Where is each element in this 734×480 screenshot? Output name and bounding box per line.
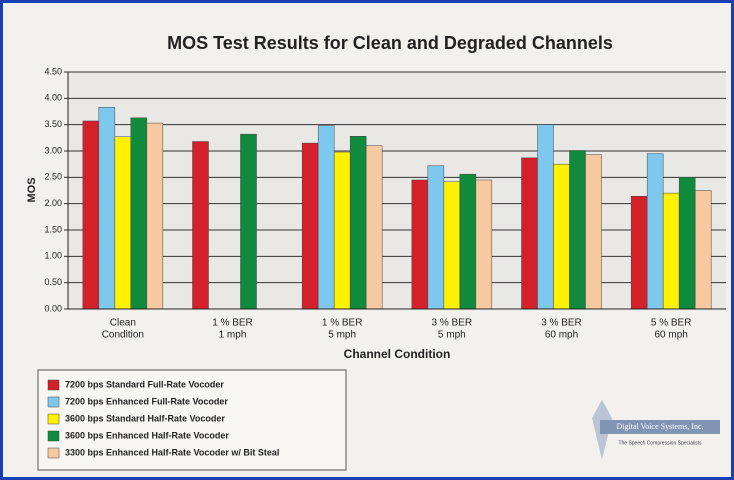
x-tick-label: Clean [110,318,136,329]
x-axis-label: Channel Condition [344,347,451,361]
y-tick-label: 4.50 [44,66,62,76]
bar [630,196,648,310]
logo-bar [600,420,720,434]
bar [82,120,100,310]
bar [411,179,429,310]
bar [317,125,335,310]
y-tick-label: 4.00 [44,93,62,103]
y-tick-label: 2.00 [44,198,62,208]
x-tick-label: 60 mph [545,330,578,341]
legend-swatch [47,447,60,459]
y-axis-label: MOS [26,177,38,202]
bar [98,107,116,310]
logo-name: Digital Voice Systems, Inc. [616,422,703,431]
x-tick-label: 5 mph [438,330,466,341]
x-tick-label: 5 % BER [651,318,692,329]
bar [301,142,319,310]
bar [475,179,493,310]
x-tick-label: 5 mph [328,330,356,341]
bar [365,145,383,310]
plot-area [68,72,726,309]
x-tick-label: Condition [102,330,144,341]
legend-swatch [47,396,60,408]
bar [427,165,445,310]
bar [114,136,132,310]
y-tick-label: 3.00 [44,145,62,155]
bar [459,173,477,310]
bar [349,136,367,310]
x-tick-label: 3 % BER [432,318,473,329]
y-tick-label: 1.00 [44,251,62,261]
logo-tagline: The Speech Compression Specialists [618,440,702,446]
x-tick-label: 60 mph [654,330,687,341]
bar [130,117,148,310]
bar [333,151,351,310]
x-tick-label: 1 % BER [212,318,253,329]
bar [569,150,586,310]
y-tick-label: 0.00 [44,303,62,313]
bar [537,124,554,310]
y-tick-label: 0.50 [44,277,62,287]
logo: Digital Voice Systems, Inc. The Speech C… [592,400,720,460]
bar [240,133,257,310]
bar [662,192,680,310]
bar [443,181,461,310]
legend-label: 3600 bps Standard Half-Rate Vocoder [65,413,225,423]
legend-box [37,369,347,471]
bar [646,153,664,310]
legend-swatch [47,379,60,391]
x-tick-label: 1 % BER [322,318,363,329]
y-tick-label: 3.50 [44,119,62,129]
legend-label: 7200 bps Enhanced Full-Rate Vocoder [65,396,228,406]
bar [678,177,696,310]
bar [146,122,164,310]
bar [192,141,209,310]
legend-label: 3300 bps Enhanced Half-Rate Vocoder w/ B… [65,447,279,457]
legend-label: 3600 bps Enhanced Half-Rate Vocoder [65,430,229,440]
bar [521,157,538,310]
bar [553,163,570,310]
y-tick-label: 1.50 [44,224,62,234]
x-tick-label: 1 mph [219,330,247,341]
legend-swatch [47,430,60,442]
y-tick-label: 2.50 [44,172,62,182]
legend-swatch [47,413,60,425]
bar [585,154,602,310]
legend-label: 7200 bps Standard Full-Rate Vocoder [65,379,224,389]
bar [694,190,712,310]
x-tick-label: 3 % BER [541,318,582,329]
chart-title: MOS Test Results for Clean and Degraded … [167,33,613,53]
